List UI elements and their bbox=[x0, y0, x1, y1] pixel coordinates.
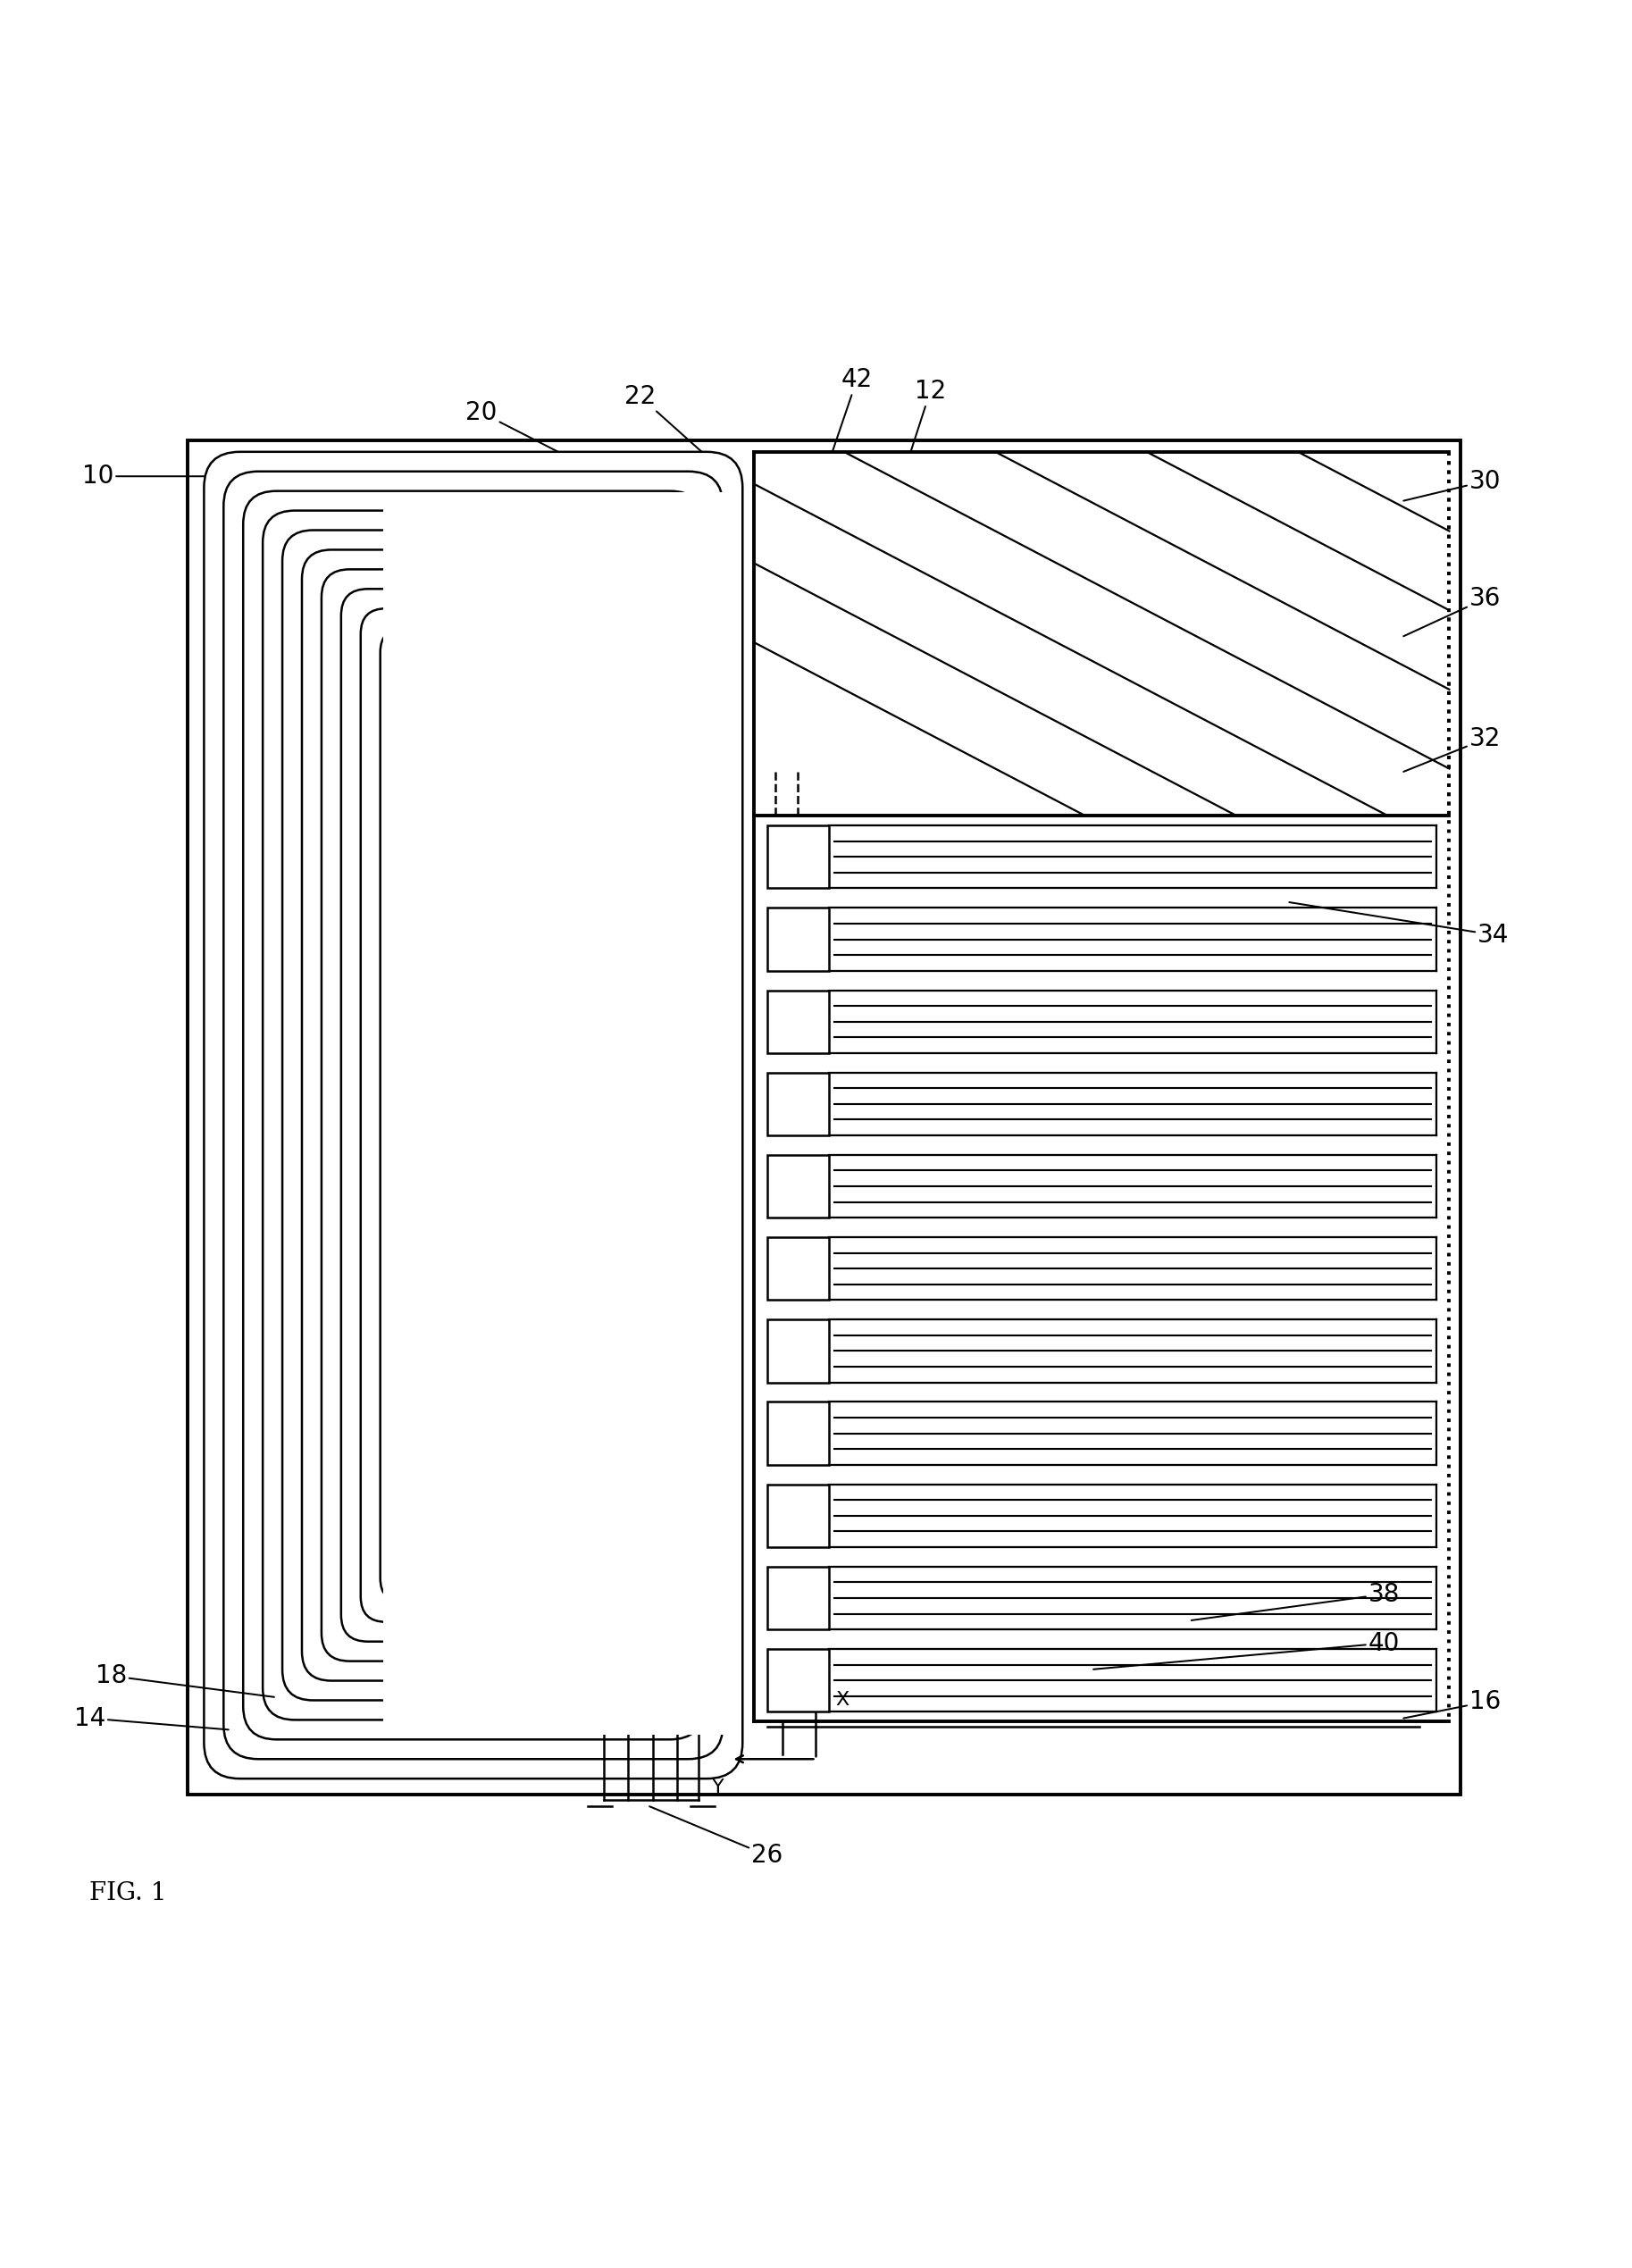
Text: 36: 36 bbox=[1404, 585, 1501, 637]
Bar bbox=[767, 907, 829, 971]
Text: 40: 40 bbox=[1093, 1631, 1400, 1669]
Text: 22: 22 bbox=[623, 383, 702, 451]
Text: 30: 30 bbox=[1404, 469, 1501, 501]
Bar bbox=[188, 440, 1461, 1794]
Text: 42: 42 bbox=[832, 367, 873, 451]
Text: X: X bbox=[836, 1692, 849, 1710]
Bar bbox=[767, 1320, 829, 1383]
Text: 16: 16 bbox=[1404, 1690, 1501, 1719]
Bar bbox=[767, 1238, 829, 1300]
Bar bbox=[384, 492, 730, 1735]
Text: 18: 18 bbox=[95, 1662, 274, 1696]
Text: 14: 14 bbox=[73, 1706, 228, 1730]
Text: Y: Y bbox=[712, 1778, 725, 1796]
Bar bbox=[767, 1649, 829, 1712]
Bar bbox=[767, 1073, 829, 1136]
Bar bbox=[767, 826, 829, 889]
Bar bbox=[767, 1154, 829, 1218]
Bar bbox=[767, 1567, 829, 1628]
Text: 34: 34 bbox=[1289, 903, 1510, 948]
Bar bbox=[767, 991, 829, 1052]
Text: 12: 12 bbox=[911, 379, 947, 451]
Text: FIG. 1: FIG. 1 bbox=[90, 1880, 166, 1905]
Text: 32: 32 bbox=[1404, 726, 1501, 771]
Text: 26: 26 bbox=[650, 1805, 783, 1869]
Bar bbox=[767, 1402, 829, 1465]
Bar bbox=[767, 1483, 829, 1547]
Text: 38: 38 bbox=[1191, 1581, 1400, 1619]
Text: 20: 20 bbox=[465, 399, 558, 451]
Text: 10: 10 bbox=[82, 463, 204, 490]
